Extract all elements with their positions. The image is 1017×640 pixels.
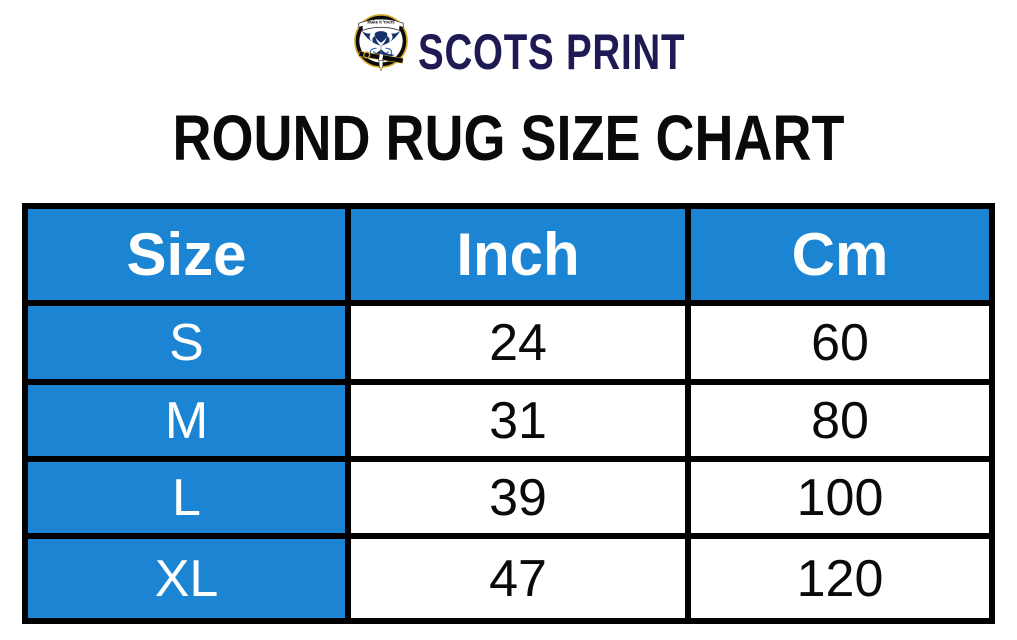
svg-text:Make It Yours: Make It Yours <box>367 19 395 24</box>
